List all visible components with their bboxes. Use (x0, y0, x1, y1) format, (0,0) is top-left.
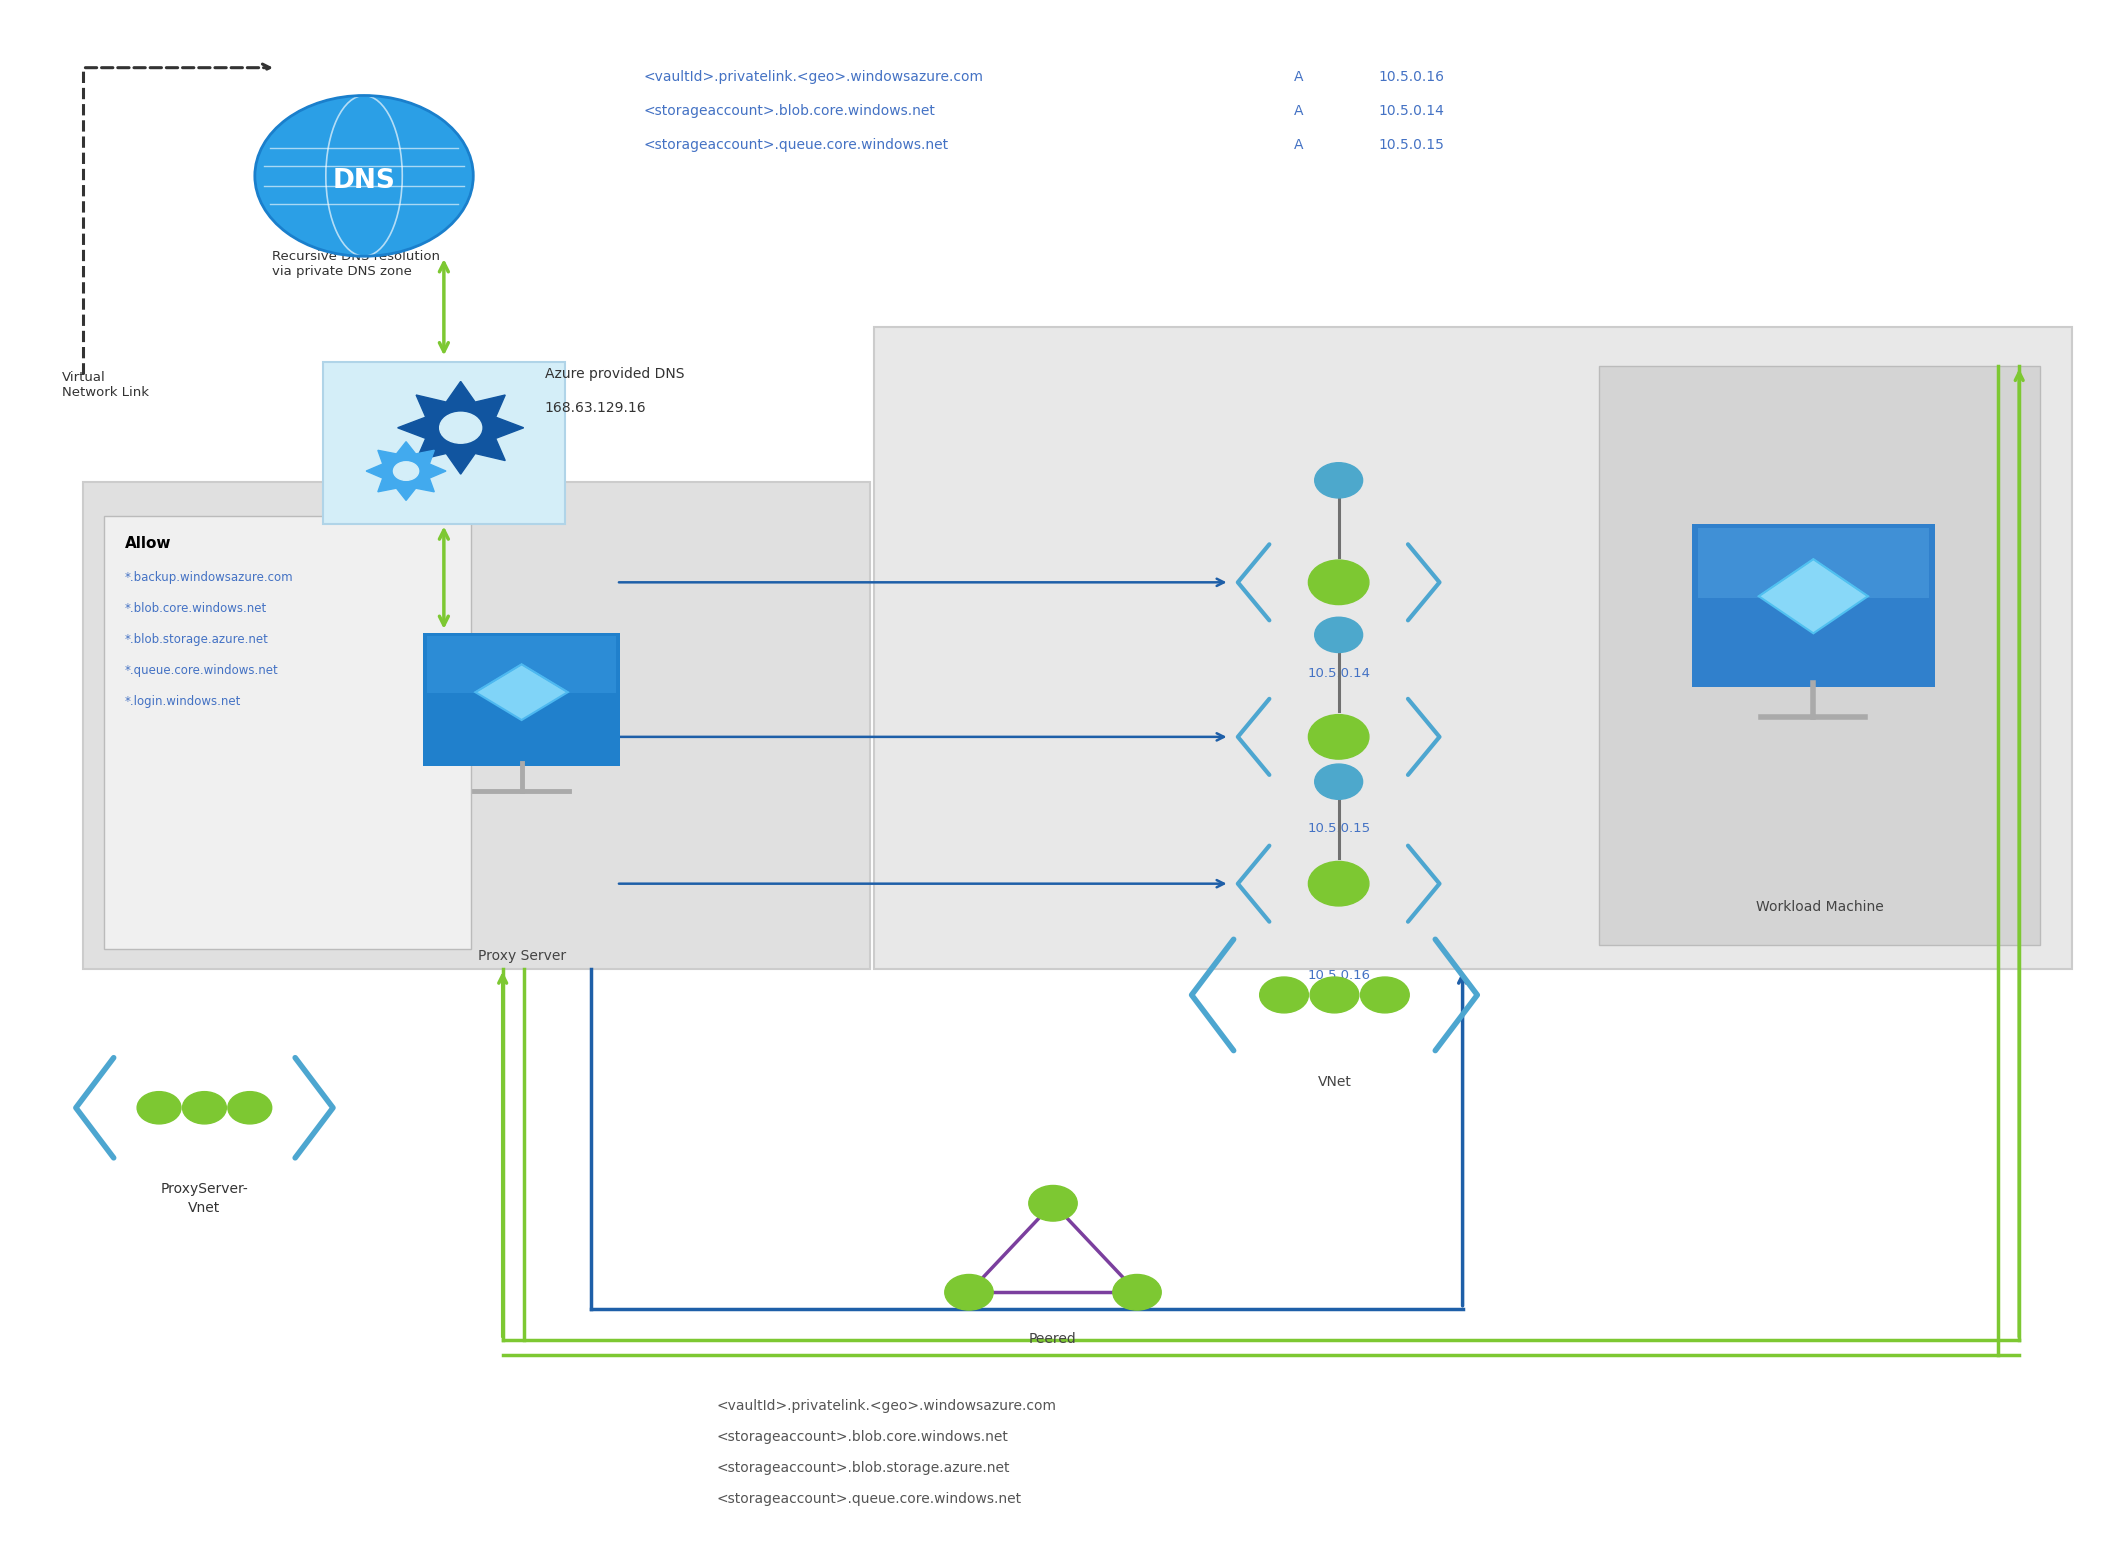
Text: <storageaccount>.blob.core.windows.net: <storageaccount>.blob.core.windows.net (716, 1430, 1009, 1444)
Circle shape (946, 1275, 994, 1311)
Circle shape (1259, 977, 1308, 1013)
Text: A: A (1293, 138, 1304, 152)
Text: <vaultId>.privatelink.<geo>.windowsazure.com: <vaultId>.privatelink.<geo>.windowsazure… (716, 1399, 1057, 1413)
FancyBboxPatch shape (1697, 529, 1929, 597)
Text: *.blob.core.windows.net: *.blob.core.windows.net (124, 602, 267, 616)
FancyBboxPatch shape (82, 482, 870, 969)
Text: *.blob.storage.azure.net: *.blob.storage.azure.net (124, 633, 267, 647)
Text: A: A (1293, 104, 1304, 118)
FancyBboxPatch shape (874, 327, 2072, 969)
Text: <storageaccount>.blob.core.windows.net: <storageaccount>.blob.core.windows.net (644, 104, 935, 118)
Text: Proxy Server: Proxy Server (478, 949, 567, 963)
Polygon shape (476, 664, 569, 720)
Text: Peered: Peered (1030, 1332, 1076, 1346)
Circle shape (1308, 861, 1369, 906)
Text: Recursive DNS resolution
via private DNS zone: Recursive DNS resolution via private DNS… (272, 250, 440, 278)
FancyBboxPatch shape (103, 516, 472, 949)
Circle shape (1314, 617, 1363, 653)
Polygon shape (1759, 560, 1868, 633)
FancyBboxPatch shape (423, 633, 621, 766)
Text: Allow: Allow (124, 537, 171, 551)
Text: ProxyServer-
Vnet: ProxyServer- Vnet (160, 1182, 249, 1216)
Circle shape (394, 462, 419, 481)
FancyBboxPatch shape (322, 361, 564, 524)
Text: 168.63.129.16: 168.63.129.16 (545, 400, 647, 414)
Circle shape (1308, 560, 1369, 605)
FancyBboxPatch shape (1598, 366, 2041, 946)
FancyBboxPatch shape (428, 636, 617, 693)
Text: *.login.windows.net: *.login.windows.net (124, 695, 240, 707)
Text: 10.5.0.14: 10.5.0.14 (1379, 104, 1445, 118)
Text: Workload Machine: Workload Machine (1756, 900, 1883, 914)
Text: *.backup.windowsazure.com: *.backup.windowsazure.com (124, 571, 293, 585)
Text: *.queue.core.windows.net: *.queue.core.windows.net (124, 664, 278, 676)
Text: <storageaccount>.queue.core.windows.net: <storageaccount>.queue.core.windows.net (716, 1492, 1021, 1506)
Circle shape (1314, 765, 1363, 799)
Polygon shape (398, 382, 524, 475)
Circle shape (137, 1092, 181, 1124)
Text: A: A (1293, 70, 1304, 84)
Circle shape (1310, 977, 1358, 1013)
Circle shape (227, 1092, 272, 1124)
Text: 10.5.0.14: 10.5.0.14 (1308, 667, 1371, 681)
Circle shape (1112, 1275, 1160, 1311)
Circle shape (440, 413, 482, 444)
Text: Azure provided DNS: Azure provided DNS (545, 366, 684, 380)
Text: Virtual
Network Link: Virtual Network Link (61, 371, 150, 399)
Text: 10.5.0.15: 10.5.0.15 (1379, 138, 1445, 152)
Text: VNet: VNet (1318, 1075, 1352, 1089)
Text: 10.5.0.16: 10.5.0.16 (1308, 969, 1371, 982)
Circle shape (1308, 715, 1369, 758)
Text: 10.5.0.15: 10.5.0.15 (1308, 822, 1371, 834)
Text: DNS: DNS (333, 168, 396, 194)
Circle shape (183, 1092, 225, 1124)
Text: 10.5.0.16: 10.5.0.16 (1379, 70, 1445, 84)
Text: <vaultId>.privatelink.<geo>.windowsazure.com: <vaultId>.privatelink.<geo>.windowsazure… (644, 70, 984, 84)
Text: <storageaccount>.blob.storage.azure.net: <storageaccount>.blob.storage.azure.net (716, 1461, 1011, 1475)
Circle shape (1360, 977, 1409, 1013)
Circle shape (255, 96, 474, 256)
Text: <storageaccount>.queue.core.windows.net: <storageaccount>.queue.core.windows.net (644, 138, 948, 152)
Circle shape (1030, 1185, 1076, 1221)
FancyBboxPatch shape (1691, 524, 1935, 687)
Polygon shape (366, 442, 446, 501)
Circle shape (1314, 462, 1363, 498)
